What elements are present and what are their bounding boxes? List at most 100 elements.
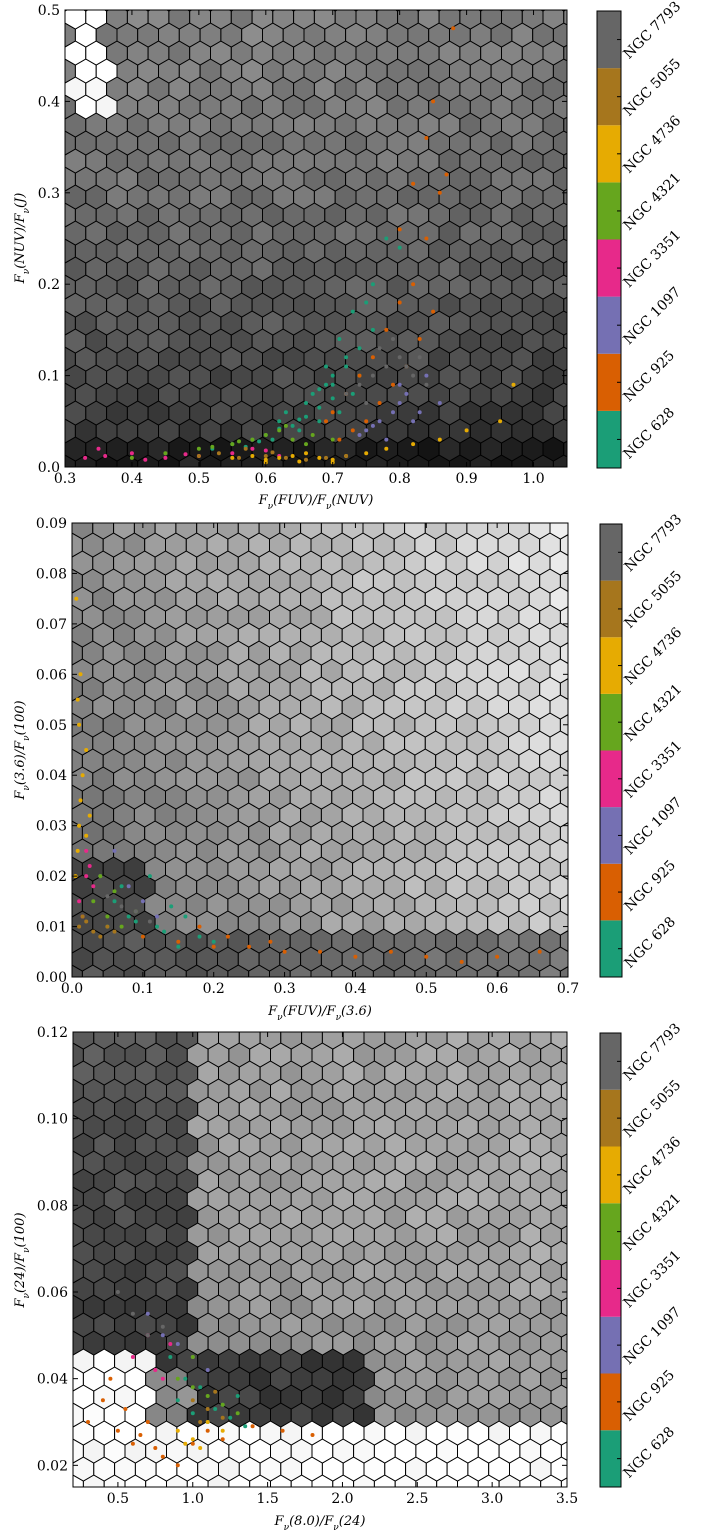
data-point: [91, 884, 96, 889]
data-point: [130, 1311, 135, 1316]
data-point: [228, 1415, 233, 1420]
hexbin-cell: [42, 1151, 63, 1175]
hexbin-cell: [564, 473, 585, 497]
x-tick-label: 0.2: [203, 981, 225, 997]
data-point: [190, 1355, 195, 1359]
hexbin-cell: [572, 1349, 593, 1373]
data-point: [357, 382, 362, 387]
data-point: [197, 934, 202, 939]
hexbin-cell: [373, 497, 394, 521]
hexbin-cell: [65, 154, 66, 168]
data-point: [237, 455, 241, 460]
data-point: [397, 245, 402, 250]
data-point: [350, 309, 355, 314]
y-tick-label: 0.3: [38, 186, 60, 202]
hexbin-cell: [154, 523, 177, 540]
hexbin-cell: [124, 497, 145, 521]
data-point: [464, 428, 469, 433]
data-point: [344, 364, 349, 369]
x-axis-label: Fν(FUV)/Fν(NUV): [258, 493, 374, 512]
data-point: [230, 455, 235, 460]
data-point: [130, 1441, 135, 1446]
y-tick-label: 0.06: [36, 667, 67, 683]
data-point: [175, 1463, 180, 1468]
data-point: [411, 181, 416, 186]
x-axis-label: Fν(8.0)/Fν(24): [274, 1514, 366, 1533]
hexbin-cell: [574, 95, 595, 119]
data-point: [318, 949, 322, 954]
hexbin-cell: [332, 10, 338, 12]
data-point: [424, 373, 429, 378]
hexbin-cell: [135, 1493, 156, 1517]
hexbin-cell: [481, 473, 502, 497]
colorbar-segment: [600, 750, 622, 808]
hexbin-cell: [572, 1205, 593, 1229]
x-tick-label: 0.4: [344, 981, 366, 997]
hexbin-cell: [83, 10, 89, 12]
colorbar-label: NGC 628: [621, 405, 679, 463]
data-point: [96, 446, 101, 451]
hexbin-cell: [424, 523, 447, 540]
data-point: [77, 924, 82, 929]
data-point: [87, 864, 92, 868]
data-point: [459, 959, 464, 964]
hexbin-cell: [571, 659, 592, 683]
data-point: [183, 1376, 188, 1381]
data-point: [147, 874, 152, 879]
hexbin-cell: [231, 473, 252, 497]
hexbin-cell: [311, 10, 318, 12]
data-point: [243, 446, 248, 451]
data-point: [431, 99, 436, 104]
colorbar-segment: [600, 524, 622, 581]
data-point: [100, 1398, 105, 1403]
data-point: [317, 455, 322, 460]
hexbin-cell: [574, 23, 595, 47]
colorbar-segment: [600, 637, 622, 694]
hexbin-cell: [571, 731, 592, 755]
hexbin-cell: [166, 497, 187, 521]
data-point: [411, 373, 416, 378]
hexbin-cell: [270, 10, 276, 12]
y-tick-label: 0.12: [37, 1025, 68, 1041]
hexbin-cell: [529, 983, 550, 1007]
colorbar-label: NGC 628: [621, 1424, 679, 1482]
data-point: [91, 929, 96, 934]
hexbin-cell: [572, 1133, 593, 1157]
hexbin-cell: [581, 929, 602, 953]
data-point: [198, 1446, 203, 1450]
hexbin-cell: [34, 311, 55, 335]
data-point: [213, 1407, 218, 1411]
colorbar-segment: [600, 1146, 621, 1204]
hexbin-cell: [581, 821, 602, 845]
data-point: [77, 823, 82, 828]
hexbin-cell: [187, 1007, 208, 1031]
data-point: [364, 428, 369, 433]
data-point: [220, 1428, 225, 1433]
colorbar-segment: [600, 1316, 621, 1374]
data-point: [282, 949, 287, 954]
hexbin-cell: [550, 1032, 567, 1050]
data-point: [112, 899, 117, 904]
hexbin-cell: [571, 587, 592, 611]
data-point: [317, 405, 322, 410]
hexbin-cell: [42, 1475, 63, 1499]
data-point: [357, 433, 362, 437]
hexbin-cell: [65, 226, 66, 240]
hexbin-background: [42, 1007, 593, 1517]
data-point: [105, 914, 110, 919]
hexbin-cell: [385, 1493, 406, 1517]
data-point: [290, 437, 295, 442]
x-tick-label: 1.0: [182, 1491, 204, 1507]
hexbin-cell: [208, 1007, 229, 1031]
hexbin-cell: [571, 947, 592, 971]
hexbin-cell: [176, 983, 197, 1007]
data-point: [129, 451, 134, 456]
colorbar-label: NGC 4736: [621, 1134, 685, 1198]
data-point: [270, 450, 275, 455]
data-point: [247, 944, 252, 949]
data-point: [437, 190, 442, 195]
y-tick-label: 0.06: [37, 1285, 68, 1301]
hexbin-cell: [156, 1493, 177, 1517]
data-point: [119, 904, 124, 909]
hexbin-cell: [186, 10, 193, 12]
